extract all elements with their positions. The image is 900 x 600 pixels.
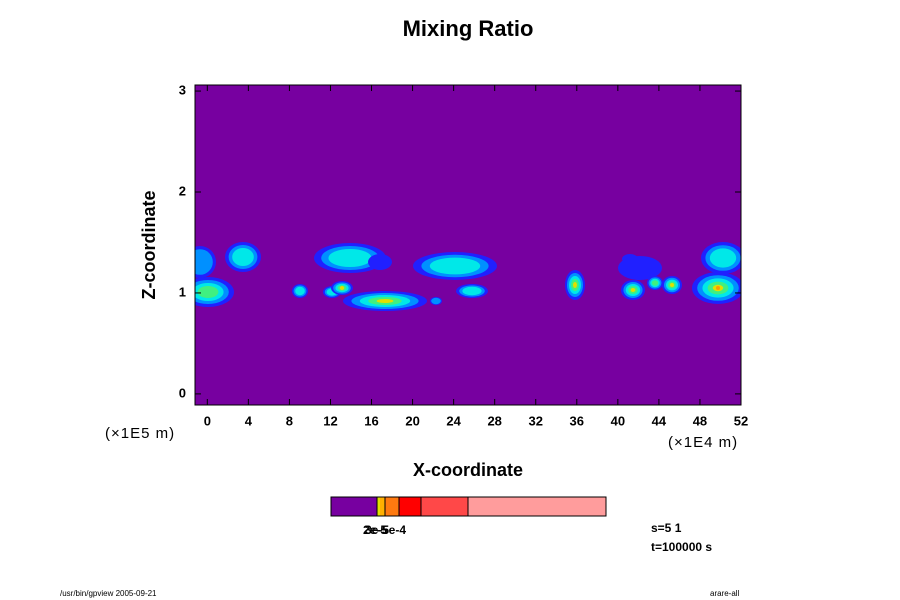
colorbar-label: 5e-4 [382, 523, 406, 537]
x-tick-label: 24 [446, 413, 461, 428]
x-unit-label: (×1E4 m) [668, 434, 738, 451]
annotation: t=100000 s [651, 540, 712, 554]
contour-region [232, 248, 254, 266]
contour-region [431, 297, 441, 305]
contour-region [368, 254, 392, 270]
annotation: s=5 1 [651, 521, 682, 535]
contour-region [429, 257, 481, 275]
x-tick-label: 48 [693, 413, 707, 428]
colorbar-segment [377, 497, 380, 516]
x-axis-label: X-coordinate [413, 460, 523, 480]
chart-title: Mixing Ratio [403, 16, 534, 41]
colorbar-segment [331, 497, 377, 516]
colorbar-segment [421, 497, 468, 516]
footer-right: arare-all [710, 589, 740, 598]
contour-region [195, 249, 213, 275]
x-tick-label: 0 [204, 413, 211, 428]
contour-region [630, 288, 636, 292]
contour-field [195, 242, 741, 311]
contour-region [709, 248, 737, 268]
y-tick-label: 3 [179, 82, 186, 97]
colorbar-label: 2e-5 [363, 523, 387, 537]
y-tick-label: 2 [179, 183, 186, 198]
x-tick-label: 44 [652, 413, 667, 428]
colorbar-label: 3e-5 [365, 523, 389, 537]
contour-region [573, 282, 577, 288]
contour-region [197, 286, 219, 298]
x-tick-label: 16 [364, 413, 378, 428]
x-tick-label: 12 [323, 413, 337, 428]
contour-region [716, 286, 720, 290]
y-unit-label: (×1E5 m) [105, 425, 175, 442]
y-tick-label: 0 [179, 385, 186, 400]
colorbar-segment [385, 497, 399, 516]
contour-region [376, 299, 394, 303]
colorbar-segment [380, 497, 385, 516]
x-tick-label: 4 [245, 413, 253, 428]
x-tick-label: 52 [734, 413, 748, 428]
x-tick-label: 28 [487, 413, 501, 428]
x-tick-label: 32 [529, 413, 543, 428]
x-tick-label: 8 [286, 413, 293, 428]
colorbar: 2e-5 3e-5 5e-4 [330, 496, 607, 537]
contour-region [339, 286, 345, 290]
x-tick-label: 20 [405, 413, 419, 428]
contour-region [328, 249, 372, 267]
plot-background [195, 85, 741, 405]
contour-region [670, 283, 674, 287]
contour-region [618, 256, 662, 280]
contour-region [651, 280, 659, 286]
y-axis-label: Z-coordinate [139, 190, 159, 299]
x-tick-label: 36 [570, 413, 584, 428]
plot-frame [194, 84, 742, 406]
colorbar-segment [468, 497, 606, 516]
colorbar-segment [399, 497, 421, 516]
footer-left: /usr/bin/gpview 2005-09-21 [60, 589, 157, 598]
y-tick-label: 1 [179, 284, 186, 299]
x-tick-label: 40 [611, 413, 625, 428]
contour-region [295, 286, 305, 296]
contour-region [462, 286, 482, 296]
